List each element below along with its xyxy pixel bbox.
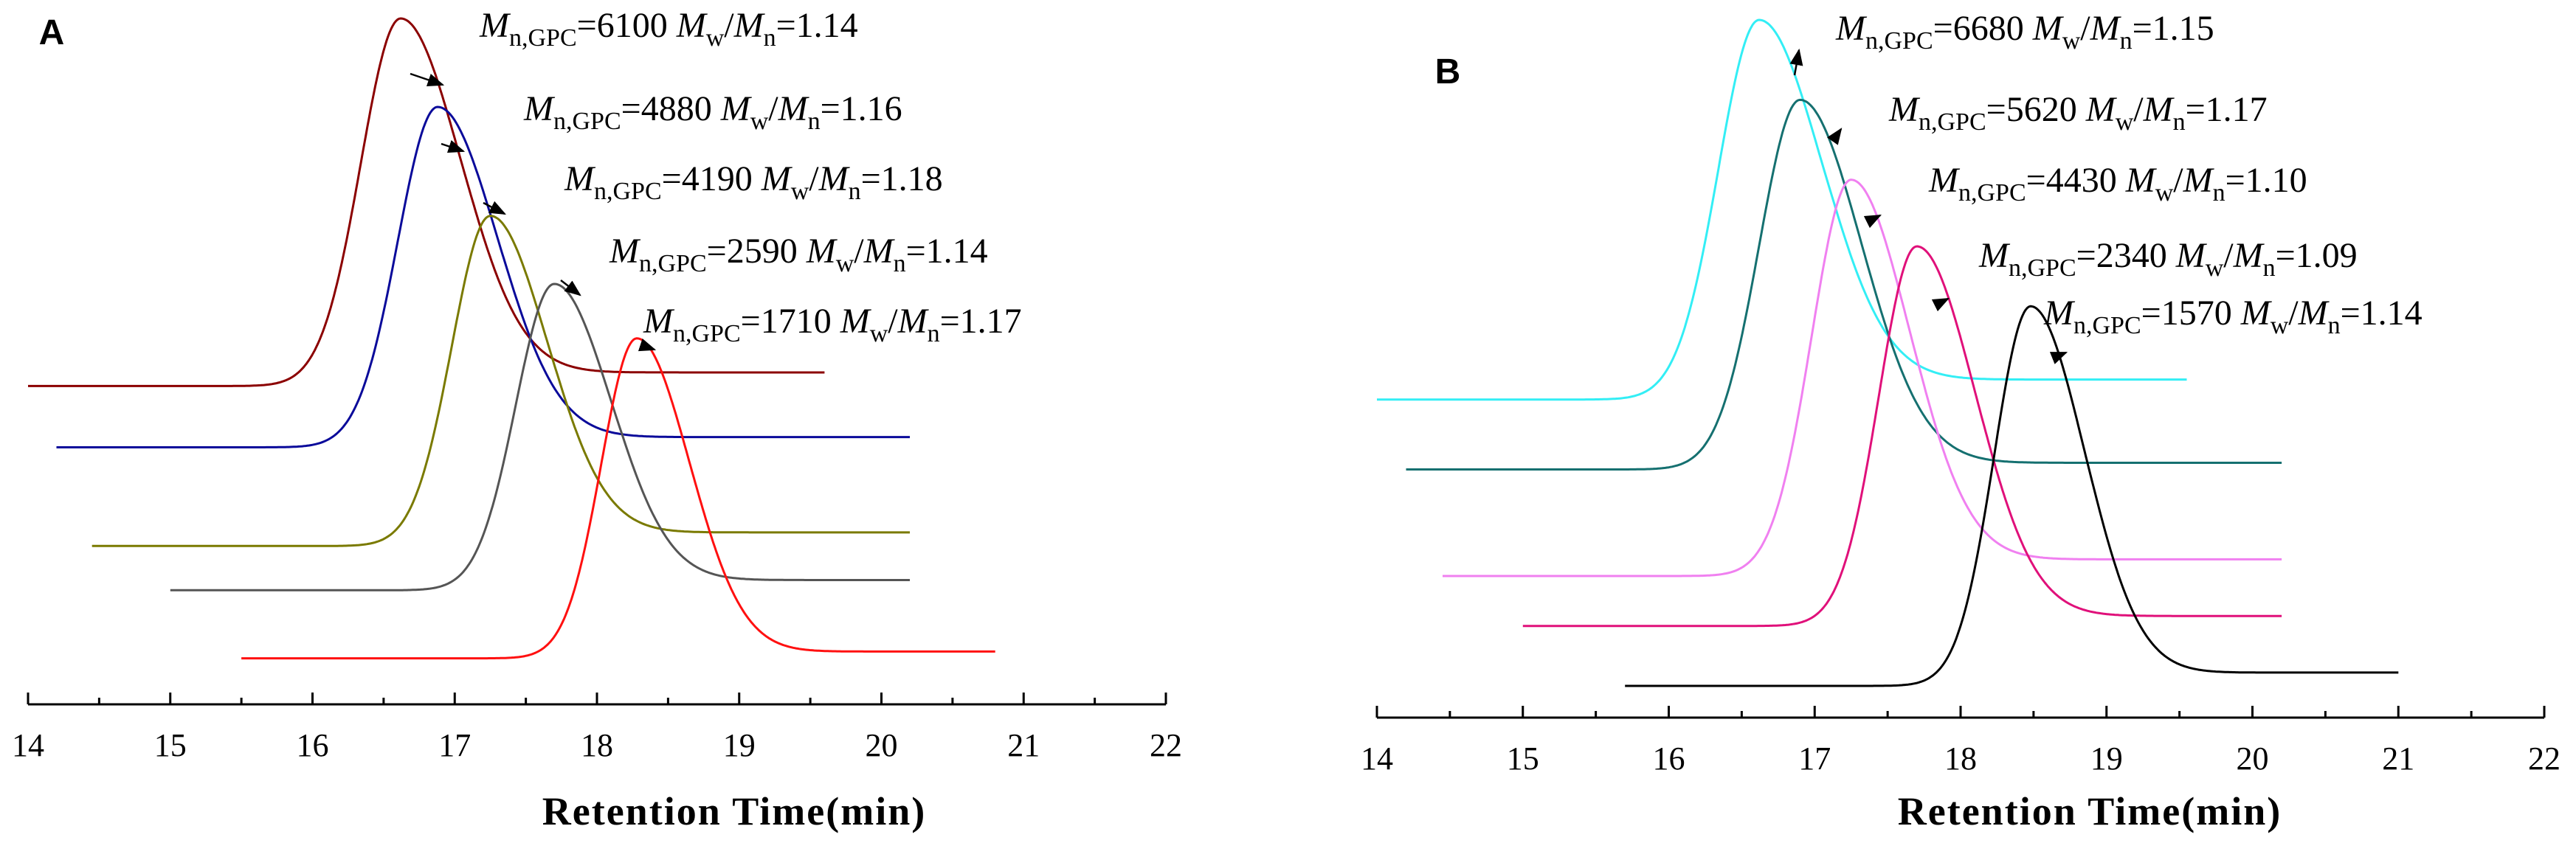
series-2-line xyxy=(1406,98,2282,471)
x-tick-label: 14 xyxy=(1361,740,1393,777)
series-3-annotation: Mn,GPC=4430 Mw/Mn=1.10 xyxy=(1928,161,2307,207)
annotation-arrow xyxy=(638,339,657,352)
series-5-annotation: Mn,GPC=1710 Mw/Mn=1.17 xyxy=(643,302,1022,347)
x-tick-label: 18 xyxy=(1944,740,1977,777)
x-tick-label: 15 xyxy=(1507,740,1539,777)
x-tick-label: 20 xyxy=(866,727,898,763)
x-tick-label: 20 xyxy=(2237,740,2269,777)
series-5-line xyxy=(1625,305,2399,687)
x-tick-label: 19 xyxy=(2090,740,2123,777)
series-3-line xyxy=(91,215,910,547)
panel-A: A 14 15 16 17 18 19 20 21 22 Retention Time(min) Mn… xyxy=(12,6,1182,833)
annotation-arrow xyxy=(2049,351,2068,364)
x-tick-label: 14 xyxy=(12,727,44,763)
series-5-annotation: Mn,GPC=1570 Mw/Mn=1.14 xyxy=(2043,294,2423,339)
series-1-annotation: Mn,GPC=6100 Mw/Mn=1.14 xyxy=(479,6,858,52)
panel-B: B 14 15 16 17 18 19 20 21 22 Retention Time(min) Mn… xyxy=(1361,9,2561,833)
annotation-arrow xyxy=(1863,214,1882,229)
x-tick-label: 18 xyxy=(581,727,613,763)
x-tick-label: 21 xyxy=(1007,727,1040,763)
x-tick-label: 17 xyxy=(438,727,471,763)
annotation-arrow xyxy=(483,201,506,215)
series-2-annotation: Mn,GPC=5620 Mw/Mn=1.17 xyxy=(1888,90,2268,136)
x-tick-label: 15 xyxy=(154,727,187,763)
series-4-annotation: Mn,GPC=2340 Mw/Mn=1.09 xyxy=(1978,236,2358,282)
series-2-annotation: Mn,GPC=4880 Mw/Mn=1.16 xyxy=(523,89,902,135)
series-4-line xyxy=(170,282,910,591)
x-tick-label: 16 xyxy=(297,727,329,763)
panel-letter: B xyxy=(1435,52,1461,91)
annotation-arrow xyxy=(560,280,581,296)
x-tick-label: 22 xyxy=(2528,740,2561,777)
annotation-arrow xyxy=(1931,297,1950,312)
series-4-annotation: Mn,GPC=2590 Mw/Mn=1.14 xyxy=(609,232,988,277)
x-tick-label: 19 xyxy=(723,727,756,763)
x-tick-label: 16 xyxy=(1653,740,1685,777)
annotation-arrow xyxy=(441,140,466,153)
series-2-line xyxy=(56,105,910,448)
annotation-arrow xyxy=(410,72,445,86)
x-tick-label: 17 xyxy=(1798,740,1831,777)
series-3-annotation: Mn,GPC=4190 Mw/Mn=1.18 xyxy=(564,159,943,205)
panel-letter: A xyxy=(39,13,65,52)
series-5-line xyxy=(241,337,995,660)
annotation-arrow xyxy=(1827,128,1843,145)
series-1-annotation: Mn,GPC=6680 Mw/Mn=1.15 xyxy=(1835,9,2214,55)
x-tick-label: 21 xyxy=(2382,740,2414,777)
x-axis-label: Retention Time(min) xyxy=(542,789,926,833)
x-tick-label: 22 xyxy=(1150,727,1182,763)
series-4-line xyxy=(1522,245,2282,628)
series-1-line xyxy=(1377,18,2187,401)
annotation-arrow xyxy=(1789,48,1803,76)
x-axis-label: Retention Time(min) xyxy=(1898,789,2282,833)
series-1-line xyxy=(28,17,825,387)
series-3-line xyxy=(1443,178,2282,577)
